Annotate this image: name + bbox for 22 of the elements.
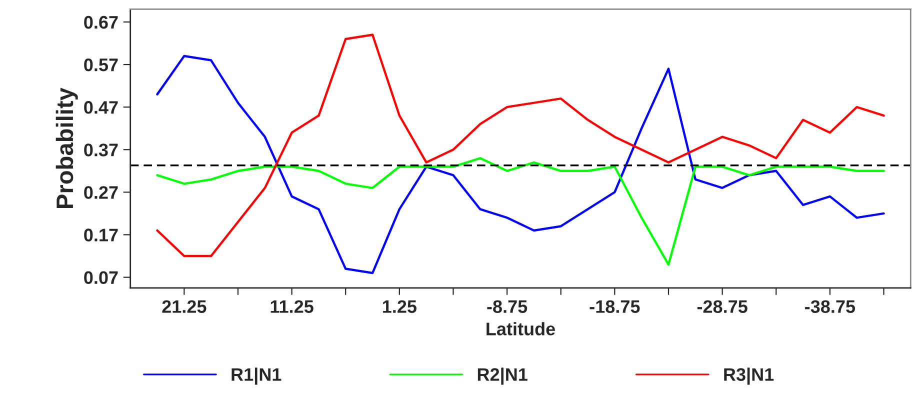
legend-label: R2|N1	[478, 368, 528, 385]
legend-label: R1|N1	[232, 368, 282, 385]
x-tick-label: -18.75	[590, 300, 640, 313]
x-tick-label: 11.25	[270, 300, 314, 313]
x-tick-label: -28.75	[697, 300, 748, 313]
y-tick-label: 0.07	[84, 271, 118, 284]
x-tick-label: -8.75	[487, 300, 528, 313]
y-tick-label: 0.67	[84, 16, 118, 29]
legend-label: R3|N1	[724, 368, 774, 385]
y-tick-label: 0.17	[84, 228, 118, 242]
y-tick-label: 0.27	[84, 186, 118, 199]
line-series	[156, 54, 885, 274]
x-tick-label: 21.25	[162, 300, 206, 313]
line-series	[156, 34, 885, 258]
x-tick-label: 1.25	[382, 300, 416, 313]
x-tick-label: -38.75	[805, 300, 856, 314]
y-tick-label: 0.47	[84, 101, 118, 114]
y-axis-title: Probability	[56, 88, 78, 208]
y-tick-label: 0.37	[84, 144, 118, 156]
x-axis-title: Latitude	[486, 322, 555, 336]
line-series	[156, 157, 885, 266]
y-tick-label: 0.57	[84, 58, 118, 72]
